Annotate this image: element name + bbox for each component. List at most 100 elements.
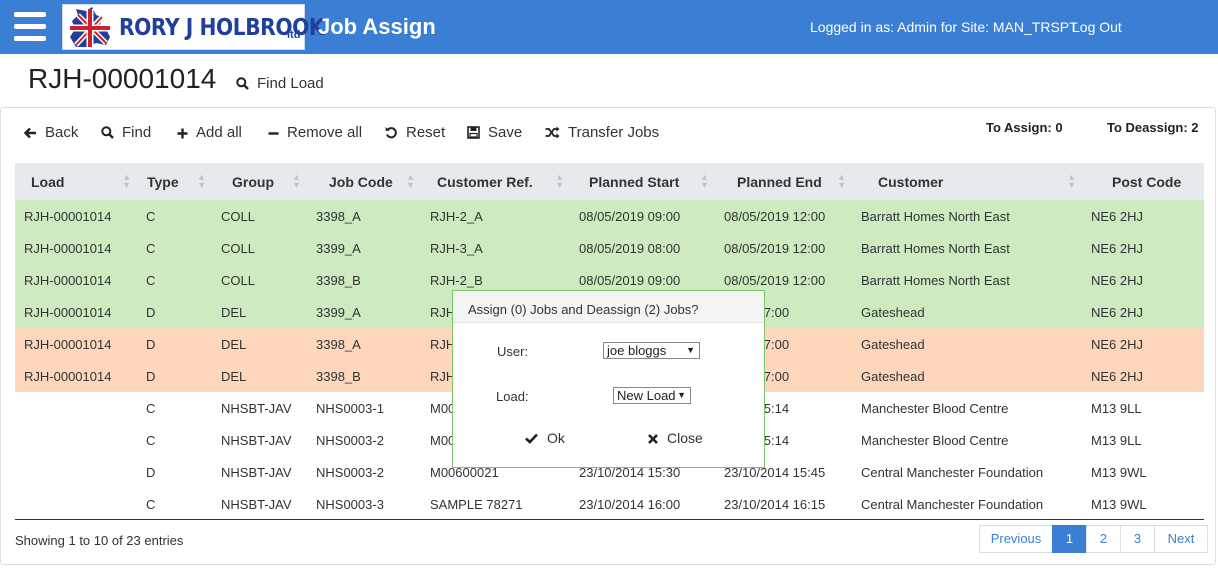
arrow-left-icon	[23, 127, 36, 139]
ok-label: Ok	[547, 430, 565, 446]
cell-planned-end: 08/05/2019 12:00	[715, 232, 852, 264]
cell-job-code: NHS0003-2	[316, 432, 384, 448]
cell-load	[15, 392, 137, 424]
union-flag-map-icon	[70, 7, 110, 47]
undo-icon	[385, 127, 397, 139]
page-button-3[interactable]: 3	[1120, 525, 1155, 553]
sort-icon: ▲ ▼	[837, 172, 846, 190]
cell-group: NHSBT-JAV	[221, 464, 292, 480]
save-button[interactable]: Save	[467, 124, 522, 141]
cell-customer: Barratt Homes North East	[852, 200, 1082, 232]
load-select[interactable]: New Load ▼	[613, 387, 691, 404]
table-row[interactable]: D NHSBT-JAV NHS0003-2 M00600021 23/10/2014 1…	[15, 456, 1204, 488]
cell-load: RJH-00001014	[15, 360, 137, 392]
cell-customer-ref: M00	[430, 432, 456, 448]
column-header-post-code[interactable]: Post Code	[1082, 163, 1204, 200]
cell-customer: Barratt Homes North East	[852, 232, 1082, 264]
load-select-value: New Load	[617, 388, 676, 403]
cell-planned-start: 23/10/2014 15:30	[579, 464, 681, 480]
cell-customer-ref: SAMPLE 78271	[430, 496, 523, 512]
cell-customer: Manchester Blood Centre	[861, 432, 1009, 448]
cell-post-code: M13 9WL	[1091, 464, 1147, 480]
cell-customer: Barratt Homes North East	[852, 264, 1082, 296]
transfer-jobs-button[interactable]: Transfer Jobs	[545, 124, 659, 141]
column-header-load[interactable]: Load ▲ ▼	[15, 163, 137, 200]
ok-button[interactable]: Ok	[525, 430, 565, 446]
cell-customer-ref: M00600021	[430, 464, 499, 480]
table-header-row: Load ▲ ▼ Type ▲ ▼ Group ▲ ▼ Job Code ▲ ▼ Custome…	[15, 163, 1204, 200]
column-header-type[interactable]: Type ▲ ▼	[137, 163, 212, 200]
cell-job-code: 3399_A	[307, 296, 421, 328]
cell-type: D	[146, 464, 156, 480]
cell-customer: Gateshead	[852, 360, 1082, 392]
dropdown-arrow-icon: ▼	[677, 390, 686, 400]
column-header-planned-end[interactable]: Planned End ▲ ▼	[715, 163, 852, 200]
table-row[interactable]: RJH-00001014 C COLL 3398_B RJH-2_B 08/05/2019…	[15, 264, 1204, 296]
cell-post-code: M13 9LL	[1091, 432, 1142, 448]
table-row[interactable]: RJH-00001014 C COLL 3399_A RJH-3_A 08/05/2019…	[15, 232, 1204, 264]
reset-button[interactable]: Reset	[385, 124, 445, 141]
cell-post-code: NE6 2HJ	[1082, 360, 1204, 392]
cell-customer: Manchester Blood Centre	[861, 400, 1009, 416]
company-logo: RORY J HOLBROOK ltd	[62, 4, 325, 50]
close-button[interactable]: Close	[648, 430, 703, 446]
next-page-button[interactable]: Next	[1154, 525, 1208, 553]
cell-job-code: NHS0003-3	[316, 496, 384, 512]
column-header-group[interactable]: Group ▲ ▼	[212, 163, 307, 200]
user-select[interactable]: joe bloggs ▼	[603, 342, 700, 359]
close-icon	[648, 434, 658, 444]
cell-post-code: NE6 2HJ	[1082, 232, 1204, 264]
search-icon	[236, 77, 249, 90]
check-icon	[525, 433, 538, 444]
remove-all-button[interactable]: Remove all	[268, 124, 362, 141]
floppy-disk-icon	[467, 126, 480, 139]
cell-group: NHSBT-JAV	[221, 400, 292, 416]
cell-post-code: NE6 2HJ	[1082, 328, 1204, 360]
menu-icon[interactable]	[14, 12, 46, 42]
cell-customer-ref: M00	[430, 400, 456, 416]
cell-job-code: NHS0003-2	[316, 464, 384, 480]
cell-group: COLL	[212, 200, 307, 232]
cell-group: DEL	[212, 296, 307, 328]
sort-icon: ▲ ▼	[122, 172, 131, 190]
add-all-button[interactable]: Add all	[177, 124, 242, 141]
column-header-job-code[interactable]: Job Code ▲ ▼	[307, 163, 421, 200]
cell-load: RJH-00001014	[15, 232, 137, 264]
cell-planned-end: 08/05/2019 12:00	[715, 200, 852, 232]
cell-group: COLL	[212, 232, 307, 264]
add-all-label: Add all	[196, 124, 242, 141]
cell-job-code: 3399_A	[307, 232, 421, 264]
page-button-1[interactable]: 1	[1052, 525, 1087, 553]
find-label: Find	[122, 124, 152, 141]
cell-customer: Central Manchester Foundation	[861, 464, 1044, 480]
previous-page-button[interactable]: Previous	[979, 525, 1053, 553]
table-row[interactable]: RJH-00001014 C COLL 3398_A RJH-2_A 08/05/2019…	[15, 200, 1204, 232]
logged-in-status: Logged in as: Admin for Site: MAN_TRSPT	[810, 19, 1078, 35]
find-button[interactable]: Find	[101, 124, 151, 141]
column-header-customer-ref[interactable]: Customer Ref. ▲ ▼	[421, 163, 570, 200]
cell-job-code: 3398_B	[307, 264, 421, 296]
cell-load: RJH-00001014	[15, 200, 137, 232]
cell-planned-start: 23/10/2014 16:00	[579, 496, 681, 512]
assign-dialog: Assign (0) Jobs and Deassign (2) Jobs? U…	[452, 290, 765, 468]
save-label: Save	[488, 124, 523, 141]
to-assign-count: To Assign: 0	[986, 120, 1063, 135]
sort-icon: ▲ ▼	[292, 172, 301, 190]
cell-type: D	[137, 296, 212, 328]
column-header-planned-start[interactable]: Planned Start ▲ ▼	[570, 163, 715, 200]
back-button[interactable]: Back	[23, 124, 79, 141]
column-header-customer[interactable]: Customer ▲ ▼	[852, 163, 1082, 200]
find-load-button[interactable]: Find Load	[236, 75, 324, 92]
page-button-2[interactable]: 2	[1086, 525, 1121, 553]
cell-group: COLL	[212, 264, 307, 296]
cell-load: RJH-00001014	[15, 328, 137, 360]
cell-planned-start: 08/05/2019 09:00	[570, 200, 715, 232]
table-row[interactable]: C NHSBT-JAV NHS0003-3 SAMPLE 78271 23/10/201…	[15, 488, 1204, 520]
logout-link[interactable]: Log Out	[1072, 19, 1122, 35]
cell-customer: Gateshead	[852, 328, 1082, 360]
back-label: Back	[45, 124, 79, 141]
cell-planned-end: 23/10/2014 16:15	[724, 496, 826, 512]
search-icon	[101, 126, 114, 139]
cell-customer: Central Manchester Foundation	[861, 496, 1044, 512]
